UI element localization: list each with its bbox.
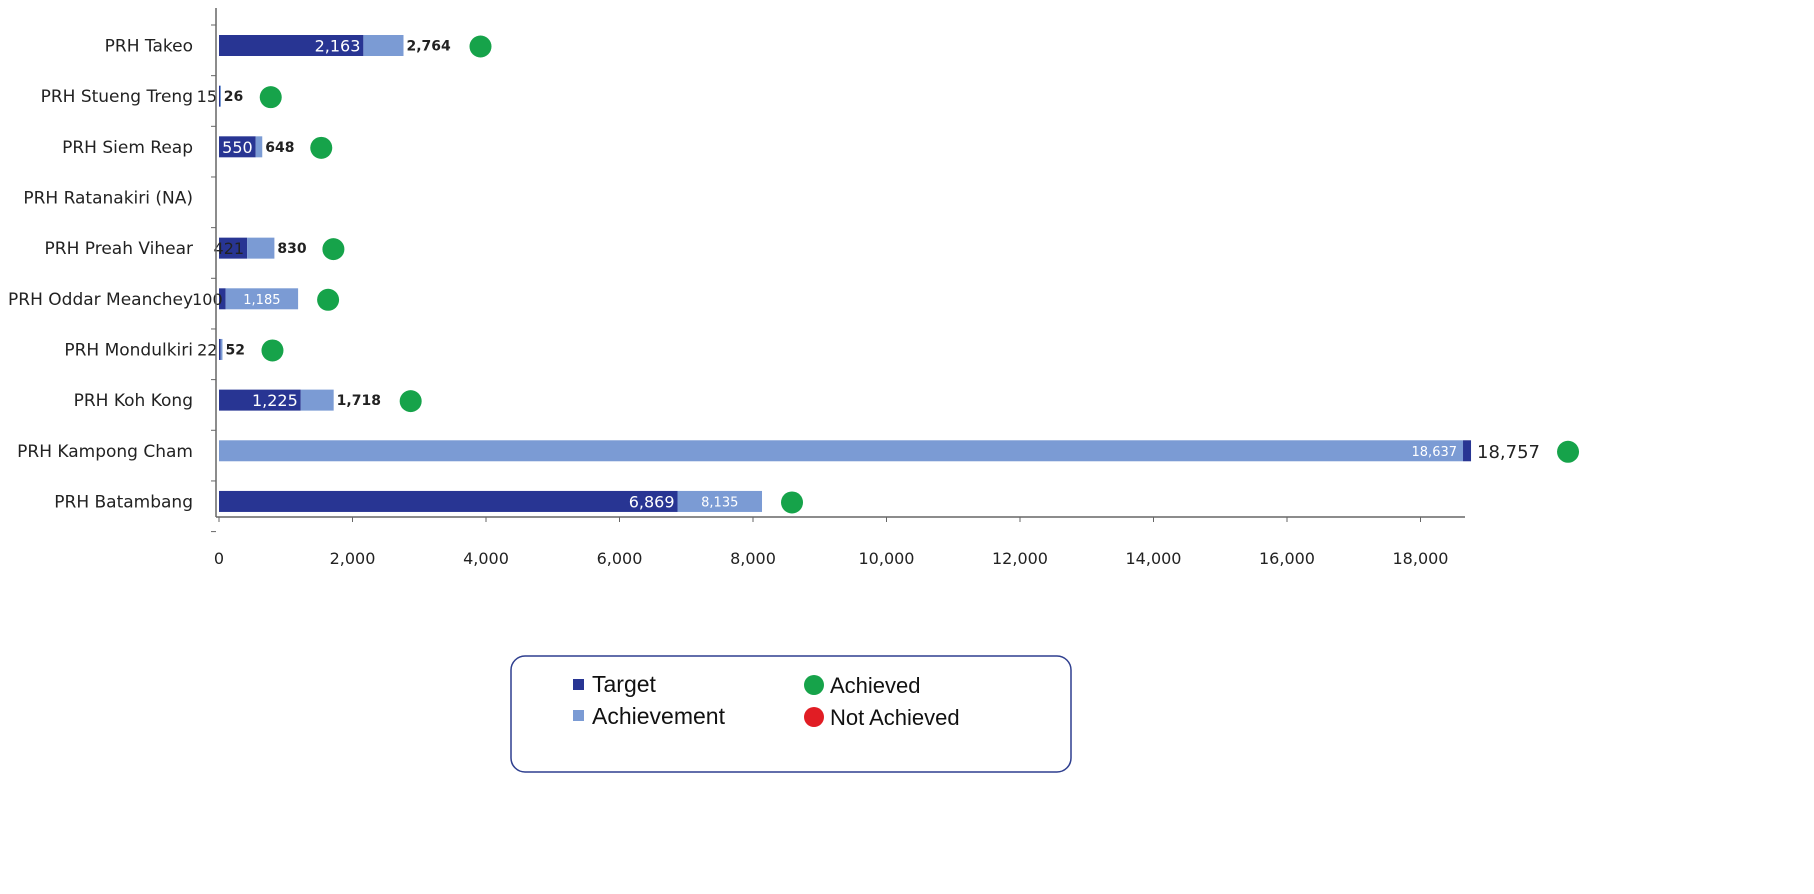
achieved-status-dot: [310, 136, 333, 159]
x-tick-label: 4,000: [463, 549, 509, 568]
category-label: PRH Mondulkiri: [64, 340, 193, 360]
achievement-bar: [677, 490, 763, 512]
legend-swatch-target: [573, 679, 584, 690]
target-value-label: 550: [222, 138, 253, 157]
target-value-label: 2,163: [315, 37, 361, 56]
target-bar: [219, 490, 678, 512]
legend-swatch-achievement: [573, 710, 584, 721]
achievement-value-label: 648: [265, 140, 294, 156]
achievement-bar: [255, 136, 263, 158]
x-tick-label: 2,000: [330, 549, 376, 568]
achievement-bar: [225, 288, 299, 310]
x-tick-label: 14,000: [1126, 549, 1182, 568]
category-label: PRH Takeo: [105, 37, 193, 57]
legend-label-target: Target: [592, 671, 657, 697]
category-label: PRH Siem Reap: [62, 138, 193, 158]
x-tick-label: 18,000: [1393, 549, 1449, 568]
legend-not-achieved-dot: [804, 707, 824, 727]
legend-label-achieved: Achieved: [830, 673, 921, 698]
x-tick-label: 0: [214, 549, 224, 568]
legend-achieved-dot: [804, 675, 824, 695]
achievement-bar: [220, 85, 222, 107]
target-bar: [219, 338, 221, 360]
category-label: PRH Batambang: [54, 492, 193, 512]
achievement-value-label: 1,185: [243, 293, 280, 308]
achievement-value-label: 52: [225, 342, 244, 358]
category-label: PRH Kampong Cham: [17, 442, 193, 462]
target-bar: [219, 389, 301, 411]
x-tick-label: 10,000: [859, 549, 915, 568]
x-tick-label: 12,000: [992, 549, 1048, 568]
target-value-label: 6,869: [629, 492, 675, 511]
target-bar: [219, 136, 256, 158]
achievement-bar: [220, 338, 223, 360]
achievement-value-label: 830: [277, 241, 306, 257]
achievement-value-label: 18,637: [1412, 445, 1458, 460]
target-value-label: 15: [197, 87, 217, 106]
category-label: PRH Oddar Meanchey: [8, 290, 193, 310]
target-value-label: 421: [214, 239, 245, 258]
achievement-value-label: 1,718: [337, 393, 381, 409]
category-label: PRH Stueng Treng: [41, 87, 193, 107]
legend-label-achievement: Achievement: [592, 703, 726, 729]
x-tick-label: 6,000: [597, 549, 643, 568]
achievement-bar: [247, 237, 275, 259]
target-bar: [1463, 440, 1472, 462]
target-value-label: 100: [192, 290, 223, 309]
achievement-value-label: 26: [224, 89, 243, 105]
x-tick-label: 8,000: [730, 549, 776, 568]
x-tick-label: 16,000: [1259, 549, 1315, 568]
achieved-status-dot: [317, 288, 340, 311]
achievement-value-label: 2,764: [406, 39, 451, 55]
achieved-status-dot: [781, 491, 804, 514]
target-value-label: 1,225: [252, 391, 298, 410]
achievement-value-label: 8,135: [701, 495, 738, 510]
target-value-label: 22: [197, 340, 217, 359]
achieved-status-dot: [259, 86, 282, 109]
achieved-status-dot: [469, 35, 492, 58]
achievement-bar: [363, 35, 404, 56]
target-bar: [219, 237, 248, 259]
achievement-bar: [219, 440, 1464, 462]
category-label: PRH Koh Kong: [74, 391, 193, 411]
category-label: PRH Preah Vihear: [45, 239, 194, 259]
target-bar: [219, 85, 221, 107]
category-label: PRH Ratanakiri (NA): [23, 188, 193, 208]
achieved-status-dot: [261, 339, 284, 362]
legend-box: [510, 655, 1072, 773]
achieved-status-dot: [322, 238, 345, 261]
target-bar: [219, 35, 364, 56]
target-value-label: 18,757: [1477, 442, 1540, 463]
target-bar: [219, 288, 226, 310]
legend-label-not-achieved: Not Achieved: [830, 705, 960, 730]
achieved-status-dot: [1557, 440, 1580, 463]
achievement-bar: [300, 389, 334, 411]
achieved-status-dot: [399, 390, 422, 413]
